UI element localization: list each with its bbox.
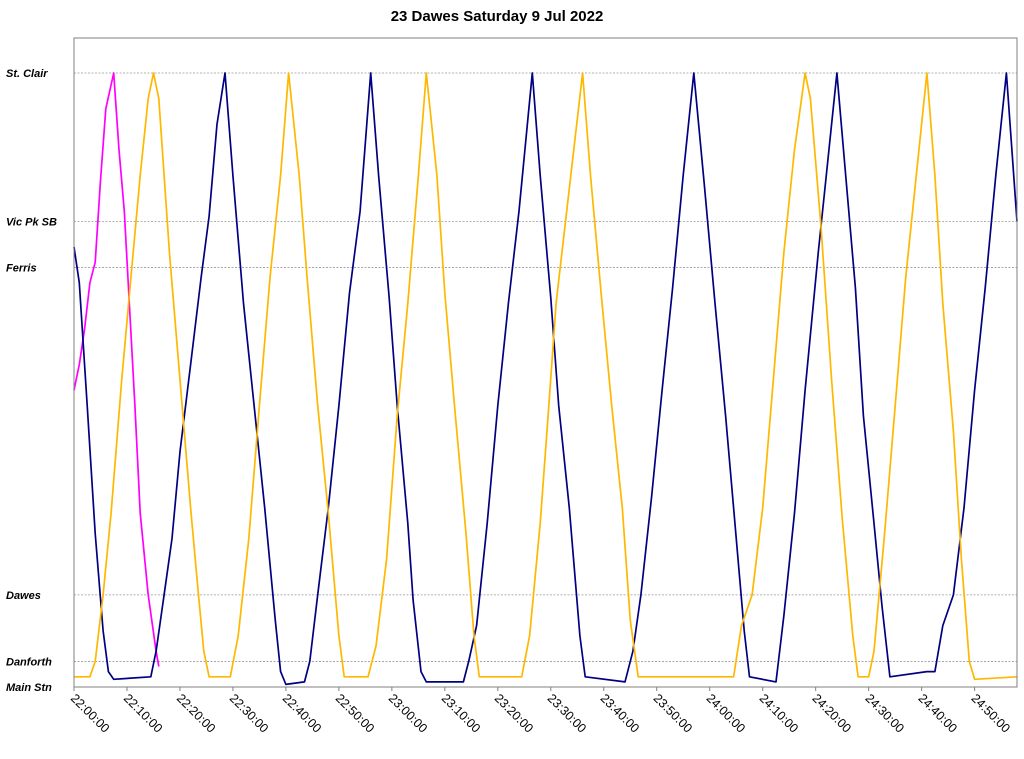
gridlines	[74, 72, 1017, 662]
x-tick-label: 22:40:00	[280, 691, 324, 735]
x-tick-label: 23:10:00	[439, 691, 483, 735]
x-tick-label: 24:10:00	[757, 691, 801, 735]
x-tick-label: 23:20:00	[492, 691, 536, 735]
x-tick-label: 22:30:00	[227, 691, 271, 735]
series-line-3	[74, 72, 1018, 681]
x-tick-label: 23:00:00	[386, 691, 430, 735]
y-tick-label: Ferris	[6, 262, 37, 274]
x-tick-label: 22:50:00	[333, 691, 377, 735]
x-tick-label: 24:20:00	[810, 691, 854, 735]
y-tick-label: Vic Pk SB	[6, 216, 57, 228]
x-tick-label: 22:20:00	[174, 691, 218, 735]
series-line-2	[73, 72, 1018, 686]
x-axis: 22:00:00 22:10:00 22:20:00 22:30:00 22:40:00…	[68, 687, 1013, 736]
series-line-1	[73, 72, 160, 667]
x-tick-label: 24:00:00	[704, 691, 748, 735]
y-tick-label: Dawes	[6, 590, 41, 602]
y-tick-label: Main Stn	[6, 682, 52, 694]
stop-labels: St. Clair Vic Pk SB Ferris Dawes Danforth Mai…	[6, 68, 57, 694]
x-tick-label: 22:00:00	[68, 691, 112, 735]
x-tick-label: 23:30:00	[545, 691, 589, 735]
x-tick-label: 24:50:00	[968, 691, 1012, 735]
x-tick-label: 23:50:00	[651, 691, 695, 735]
chart-title: 23 Dawes Saturday 9 Jul 2022	[391, 8, 604, 25]
y-tick-label: St. Clair	[6, 68, 48, 80]
y-tick-label: Danforth	[6, 656, 52, 668]
x-tick-label: 22:10:00	[121, 691, 165, 735]
x-tick-label: 24:30:00	[863, 691, 907, 735]
plot-frame	[73, 37, 1018, 688]
x-tick-label: 23:40:00	[598, 691, 642, 735]
x-tick-label: 24:40:00	[916, 691, 960, 735]
series-lines	[73, 72, 1018, 686]
